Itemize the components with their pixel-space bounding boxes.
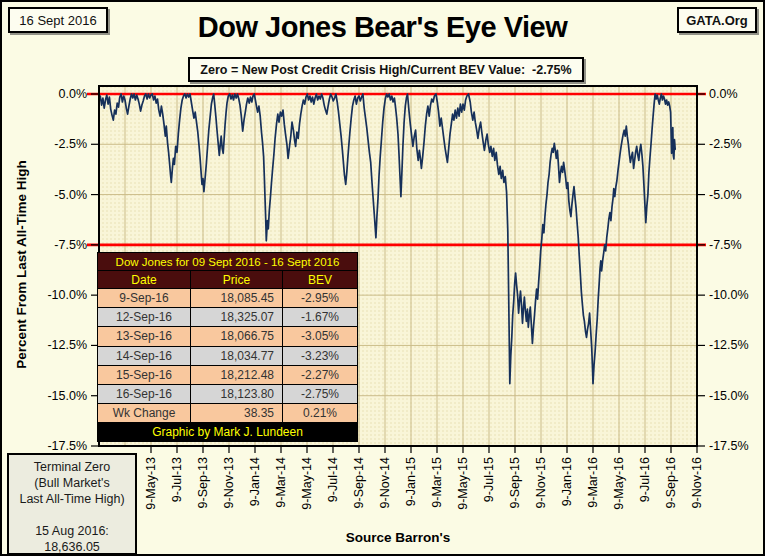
- table-header-cell: Date: [98, 271, 191, 289]
- x-tick-label: 9-Nov-14: [378, 457, 392, 508]
- x-tick-label: 9-Mar-14: [274, 457, 288, 508]
- cell-price: 18,034.77: [191, 346, 283, 365]
- y-tick-label-right: 0.0%: [709, 87, 738, 101]
- table-row: 14-Sep-1618,034.77-3.23%: [98, 346, 358, 365]
- y-tick-label-right: -5.0%: [709, 188, 742, 202]
- table-title: Dow Jones for 09 Sept 2016 - 16 Sept 201…: [98, 253, 358, 271]
- x-tick-label: 9-May-15: [456, 457, 470, 510]
- cell-price: 38.35: [191, 404, 283, 423]
- x-tick-label: 9-May-16: [612, 457, 626, 510]
- site-label-box: GATA.Org: [677, 7, 757, 33]
- y-tick-label-left: -5.0%: [54, 188, 87, 202]
- x-tick-label: 9-Sep-15: [508, 457, 522, 508]
- cell-bev: -2.75%: [283, 384, 358, 403]
- terminal-line: Terminal Zero: [9, 459, 135, 475]
- cell-date: 16-Sep-16: [98, 384, 191, 403]
- cell-bev: -2.27%: [283, 365, 358, 384]
- table-footer-row: Graphic by Mark J. Lundeen: [98, 423, 358, 442]
- x-tick-label: 9-Sep-16: [664, 457, 678, 508]
- cell-price: 18,123.80: [191, 384, 283, 403]
- x-tick-label: 9-Sep-14: [352, 457, 366, 508]
- cell-bev: -3.05%: [283, 327, 358, 346]
- cell-price: 18,212.48: [191, 365, 283, 384]
- x-tick-label: 9-Mar-16: [586, 457, 600, 508]
- x-tick-label: 9-May-14: [300, 457, 314, 510]
- y-tick-label-left: -15.0%: [47, 389, 87, 403]
- table-title-row: Dow Jones for 09 Sept 2016 - 16 Sept 201…: [98, 253, 358, 271]
- y-tick-label-left: 0.0%: [59, 87, 88, 101]
- x-tick-label: 9-Mar-15: [430, 457, 444, 508]
- subtitle-note-box: Zero = New Post Credit Crisis High/Curre…: [188, 57, 584, 82]
- x-tick-label: 9-Nov-16: [690, 457, 704, 508]
- y-tick-label-left: -17.5%: [47, 439, 87, 453]
- site-label: GATA.Org: [686, 13, 748, 28]
- y-tick-label-right: -15.0%: [709, 389, 749, 403]
- cell-date: 15-Sep-16: [98, 365, 191, 384]
- page: 0.0% 0.0% -2.5% -2.5% -5.0% -5.0% -7.5% -7.5% -1…: [0, 0, 765, 556]
- cell-price: 18,325.07: [191, 308, 283, 327]
- cell-bev: 0.21%: [283, 404, 358, 423]
- table-row: 16-Sep-1618,123.80-2.75%: [98, 384, 358, 403]
- cell-date: 12-Sep-16: [98, 308, 191, 327]
- x-tick-label: 9-Sep-13: [196, 457, 210, 508]
- page-title: Dow Jones Bear's Eye View: [2, 11, 763, 44]
- y-axis-title: Percent From Last All-Time High: [14, 150, 29, 380]
- terminal-line: 18,636.05: [9, 539, 135, 555]
- table-row: 13-Sep-1618,066.75-3.05%: [98, 327, 358, 346]
- terminal-line: 15 Aug 2016:: [9, 523, 135, 539]
- cell-date: 9-Sep-16: [98, 289, 191, 308]
- table-header-cell: Price: [191, 271, 283, 289]
- source-label: Source Barron's: [99, 530, 697, 545]
- cell-price: 18,085.45: [191, 289, 283, 308]
- subtitle-note: Zero = New Post Credit Crisis High/Curre…: [200, 63, 571, 77]
- y-tick-label-right: -7.5%: [709, 238, 742, 252]
- x-tick-label: 9-Jul-14: [326, 457, 340, 502]
- terminal-line: Last All-Time High): [9, 491, 135, 507]
- y-tick-label-left: -10.0%: [47, 288, 87, 302]
- terminal-zero-box: Terminal Zero (Bull Market's Last All-Ti…: [7, 453, 137, 555]
- table-row: 12-Sep-1618,325.07-1.67%: [98, 308, 358, 327]
- x-tick-label: 9-Jan-15: [404, 457, 418, 506]
- y-tick-label-left: -12.5%: [47, 338, 87, 352]
- x-tick-label: 9-Jul-15: [482, 457, 496, 502]
- cell-bev: -3.23%: [283, 346, 358, 365]
- y-tick-label-right: -17.5%: [709, 439, 749, 453]
- x-tick-label: 9-May-13: [144, 457, 158, 510]
- table-header-cell: BEV: [283, 271, 358, 289]
- cell-date: Wk Change: [98, 404, 191, 423]
- terminal-line: [9, 507, 135, 523]
- x-tick-label: 9-Jul-13: [170, 457, 184, 502]
- x-tick-label: 9-Nov-15: [534, 457, 548, 508]
- y-tick-label-right: -12.5%: [709, 338, 749, 352]
- y-tick-label-right: -10.0%: [709, 288, 749, 302]
- terminal-line: (Bull Market's: [9, 475, 135, 491]
- table-row: Wk Change38.350.21%: [98, 404, 358, 423]
- table-header-row: DatePriceBEV: [98, 271, 358, 289]
- cell-date: 13-Sep-16: [98, 327, 191, 346]
- table-row: 9-Sep-1618,085.45-2.95%: [98, 289, 358, 308]
- x-tick-label: 9-Jul-16: [638, 457, 652, 502]
- dow-jones-week-table: Dow Jones for 09 Sept 2016 - 16 Sept 201…: [97, 252, 358, 442]
- cell-bev: -1.67%: [283, 308, 358, 327]
- x-tick-label: 9-Nov-13: [222, 457, 236, 508]
- cell-date: 14-Sep-16: [98, 346, 191, 365]
- cell-price: 18,066.75: [191, 327, 283, 346]
- y-tick-label-left: -2.5%: [54, 137, 87, 151]
- y-tick-label-left: -7.5%: [54, 238, 87, 252]
- table-row: 15-Sep-1618,212.48-2.27%: [98, 365, 358, 384]
- y-tick-label-right: -2.5%: [709, 137, 742, 151]
- x-tick-label: 9-Jan-14: [248, 457, 262, 506]
- table-footer: Graphic by Mark J. Lundeen: [98, 423, 358, 442]
- cell-bev: -2.95%: [283, 289, 358, 308]
- x-tick-label: 9-Jan-16: [560, 457, 574, 506]
